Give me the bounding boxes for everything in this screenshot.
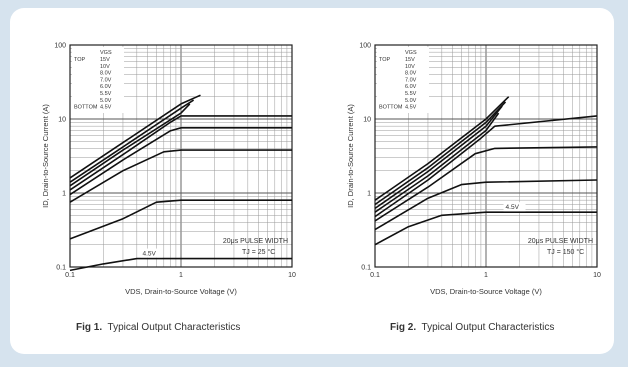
x-tick-label: 1 (179, 272, 183, 279)
series-line-70V (374, 112, 500, 213)
plot-frame (69, 44, 293, 268)
series-line-50V (69, 199, 292, 240)
series-line-50V (374, 179, 598, 231)
pulse-width-note: 20μs PULSE WIDTH (528, 238, 593, 245)
series-line-10V (69, 99, 195, 183)
vgs-value: 7.0V (405, 77, 417, 83)
y-axis-label: ID, Drain-to-Source Current (A) (41, 104, 50, 208)
fig2-caption-text: Typical Output Characteristics (421, 322, 555, 333)
series-line-15V (69, 94, 201, 179)
x-tick-label: 1 (484, 272, 488, 279)
fig1-caption-prefix: Fig 1. (76, 322, 103, 333)
vgs-top-label: TOP (74, 57, 86, 63)
vgs-header: VGS (405, 50, 417, 56)
y-axis-label: ID, Drain-to-Source Current (A) (346, 104, 355, 208)
plot-frame (374, 44, 598, 268)
y-tick-label: 100 (54, 43, 66, 50)
series-line-55V (69, 149, 292, 203)
vgs-value: 15V (405, 57, 415, 63)
y-tick-label: 0.1 (361, 265, 371, 272)
series-line-80V (374, 105, 503, 210)
vgs-legend: VGS TOP 15V10V8.0V7.0V6.0V5.5V5.0V4.5VBOTT… (377, 47, 429, 113)
y-tick-label: 0.1 (56, 265, 66, 272)
junction-temp-note: TJ = 150 °C (547, 248, 584, 256)
fig1-caption: Fig 1. Typical Output Characteristics (76, 322, 240, 333)
vgs-value: 6.0V (405, 84, 417, 90)
chart-2: 0.1 1 10 0.1 1 10 100 VDS, Drain-to-Source Volt… (346, 43, 601, 297)
curve-label-bg (140, 248, 163, 258)
vgs-legend: VGS TOP 15V10V8.0V7.0V6.0V5.5V5.0V4.5VBOTT… (72, 47, 124, 113)
series-line-45V (69, 257, 292, 272)
series-line-45V (374, 211, 597, 246)
vgs-value: 5.0V (405, 98, 417, 104)
y-tick-label: 1 (367, 191, 371, 198)
vgs-bottom-label: BOTTOM (379, 105, 403, 111)
vgs-value: 4.5V (405, 105, 417, 111)
fig2-caption-prefix: Fig 2. (390, 322, 417, 333)
curve-label-bg (503, 202, 526, 212)
vgs-legend-bg (72, 47, 124, 113)
series-line-15V (374, 96, 510, 201)
vgs-value: 4.5V (100, 105, 112, 111)
series-line-70V (69, 115, 292, 191)
series-line-10V (374, 101, 507, 206)
vgs-legend-bg (377, 47, 429, 113)
x-tick-label: 10 (288, 272, 296, 279)
vgs-value: 10V (100, 64, 110, 70)
vgs-top-label: TOP (379, 57, 391, 63)
series-line-80V (69, 103, 191, 187)
vgs-value: 8.0V (100, 71, 112, 77)
y-tick-label: 10 (363, 117, 371, 124)
vgs-bottom-label: BOTTOM (74, 105, 98, 111)
x-axis-label: VDS, Drain-to-Source Voltage (V) (125, 287, 237, 296)
fig1-caption-text: Typical Output Characteristics (107, 322, 241, 333)
vgs-value: 5.5V (405, 91, 417, 97)
x-tick-label: 0.1 (370, 272, 380, 279)
vgs-value: 10V (405, 64, 415, 70)
vgs-value: 5.5V (100, 91, 112, 97)
x-axis-label: VDS, Drain-to-Source Voltage (V) (430, 287, 542, 296)
fig2-caption: Fig 2. Typical Output Characteristics (390, 322, 554, 333)
curve-label-4v5: 4.5V (143, 251, 157, 258)
x-tick-label: 10 (593, 272, 601, 279)
vgs-value: 7.0V (100, 77, 112, 83)
vgs-value: 15V (100, 57, 110, 63)
series-line-60V (374, 115, 598, 218)
y-tick-label: 100 (359, 43, 371, 50)
pulse-width-note: 20μs PULSE WIDTH (223, 238, 288, 245)
chart-1: 0.1 1 10 0.1 1 10 100 VDS, Drain-to-Source Volt… (41, 43, 296, 297)
series-line-55V (374, 146, 598, 222)
vgs-value: 5.0V (100, 98, 112, 104)
vgs-value: 8.0V (405, 71, 417, 77)
vgs-header: VGS (100, 50, 112, 56)
x-tick-label: 0.1 (65, 272, 75, 279)
curve-label-4v5: 4.5V (506, 204, 520, 211)
y-tick-label: 1 (62, 191, 66, 198)
series-line-60V (69, 127, 292, 196)
junction-temp-note: TJ = 25 °C (242, 248, 275, 256)
y-tick-label: 10 (58, 117, 66, 124)
vgs-value: 6.0V (100, 84, 112, 90)
